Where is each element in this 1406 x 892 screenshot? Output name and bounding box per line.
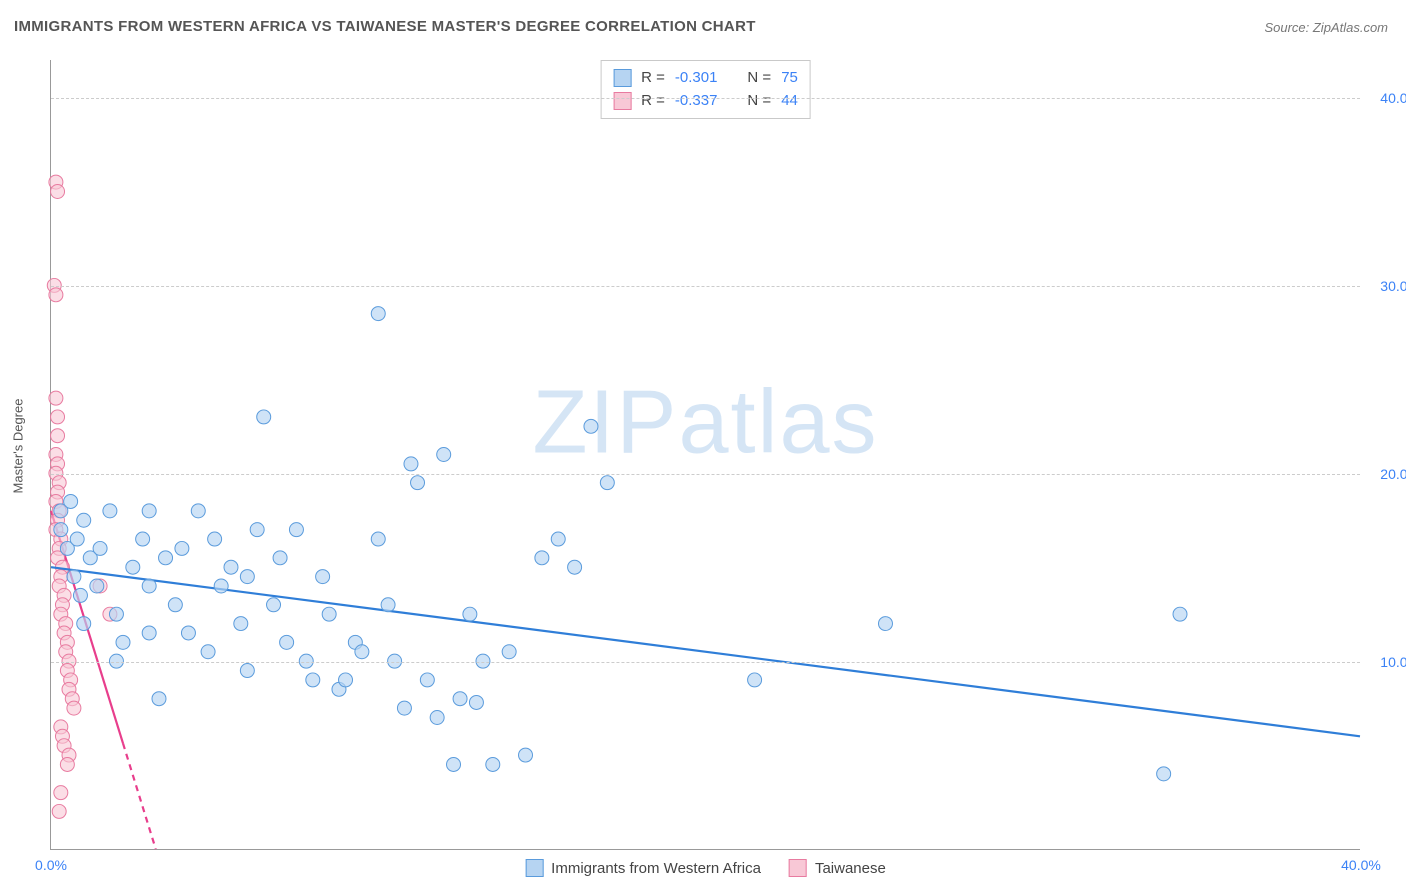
data-point bbox=[371, 532, 385, 546]
data-point bbox=[748, 673, 762, 687]
chart-title: IMMIGRANTS FROM WESTERN AFRICA VS TAIWAN… bbox=[14, 18, 756, 35]
data-point bbox=[551, 532, 565, 546]
data-point bbox=[273, 551, 287, 565]
data-point bbox=[250, 523, 264, 537]
data-point bbox=[152, 692, 166, 706]
data-point bbox=[306, 673, 320, 687]
data-point bbox=[878, 617, 892, 631]
data-point bbox=[77, 513, 91, 527]
data-point bbox=[1157, 767, 1171, 781]
data-point bbox=[191, 504, 205, 518]
data-point bbox=[404, 457, 418, 471]
y-tick-label: 30.0% bbox=[1380, 278, 1406, 294]
data-point bbox=[430, 711, 444, 725]
data-point bbox=[584, 419, 598, 433]
data-point bbox=[240, 664, 254, 678]
data-point bbox=[240, 570, 254, 584]
data-point bbox=[49, 391, 63, 405]
data-point bbox=[397, 701, 411, 715]
data-point bbox=[142, 626, 156, 640]
legend-label: Taiwanese bbox=[815, 860, 886, 877]
data-point bbox=[77, 617, 91, 631]
x-tick-label: 0.0% bbox=[35, 857, 67, 873]
data-point bbox=[453, 692, 467, 706]
data-point bbox=[93, 541, 107, 555]
data-point bbox=[49, 288, 63, 302]
data-point bbox=[411, 476, 425, 490]
y-tick-label: 10.0% bbox=[1380, 654, 1406, 670]
data-point bbox=[73, 588, 87, 602]
data-point bbox=[463, 607, 477, 621]
data-point bbox=[109, 607, 123, 621]
data-point bbox=[159, 551, 173, 565]
data-point bbox=[142, 504, 156, 518]
data-point bbox=[116, 635, 130, 649]
data-point bbox=[280, 635, 294, 649]
data-point bbox=[257, 410, 271, 424]
data-point bbox=[214, 579, 228, 593]
data-point bbox=[381, 598, 395, 612]
data-point bbox=[535, 551, 549, 565]
gridline-y bbox=[51, 98, 1360, 99]
data-point bbox=[54, 786, 68, 800]
data-point bbox=[51, 429, 65, 443]
series-legend: Immigrants from Western Africa Taiwanese bbox=[525, 859, 886, 877]
data-point bbox=[234, 617, 248, 631]
data-point bbox=[289, 523, 303, 537]
chart-container: IMMIGRANTS FROM WESTERN AFRICA VS TAIWAN… bbox=[0, 0, 1406, 892]
data-point bbox=[168, 598, 182, 612]
data-point bbox=[54, 523, 68, 537]
data-point bbox=[60, 757, 74, 771]
data-point bbox=[371, 307, 385, 321]
data-point bbox=[267, 598, 281, 612]
data-point bbox=[568, 560, 582, 574]
data-point bbox=[136, 532, 150, 546]
legend-item: Immigrants from Western Africa bbox=[525, 859, 761, 877]
data-point bbox=[201, 645, 215, 659]
data-point bbox=[1173, 607, 1187, 621]
x-tick-label: 40.0% bbox=[1341, 857, 1381, 873]
y-tick-label: 20.0% bbox=[1380, 466, 1406, 482]
data-point bbox=[51, 410, 65, 424]
data-point bbox=[322, 607, 336, 621]
data-point bbox=[447, 757, 461, 771]
gridline-y bbox=[51, 286, 1360, 287]
data-point bbox=[64, 494, 78, 508]
data-point bbox=[67, 701, 81, 715]
gridline-y bbox=[51, 662, 1360, 663]
data-point bbox=[67, 570, 81, 584]
legend-label: Immigrants from Western Africa bbox=[551, 860, 761, 877]
data-point bbox=[224, 560, 238, 574]
data-point bbox=[469, 695, 483, 709]
data-point bbox=[70, 532, 84, 546]
data-point bbox=[90, 579, 104, 593]
legend-swatch bbox=[789, 859, 807, 877]
data-point bbox=[339, 673, 353, 687]
data-point bbox=[600, 476, 614, 490]
plot-area: ZIPatlas R =-0.301N =75R =-0.337N =44 Im… bbox=[50, 60, 1360, 850]
legend-swatch bbox=[525, 859, 543, 877]
data-point bbox=[142, 579, 156, 593]
data-point bbox=[52, 804, 66, 818]
scatter-svg bbox=[51, 60, 1360, 849]
data-point bbox=[126, 560, 140, 574]
legend-item: Taiwanese bbox=[789, 859, 886, 877]
data-point bbox=[208, 532, 222, 546]
y-axis-title: Master's Degree bbox=[11, 399, 26, 494]
data-point bbox=[316, 570, 330, 584]
data-point bbox=[486, 757, 500, 771]
data-point bbox=[355, 645, 369, 659]
data-point bbox=[519, 748, 533, 762]
y-tick-label: 40.0% bbox=[1380, 90, 1406, 106]
data-point bbox=[437, 448, 451, 462]
data-point bbox=[181, 626, 195, 640]
gridline-y bbox=[51, 474, 1360, 475]
data-point bbox=[420, 673, 434, 687]
data-point bbox=[502, 645, 516, 659]
data-point bbox=[175, 541, 189, 555]
data-point bbox=[103, 504, 117, 518]
data-point bbox=[51, 185, 65, 199]
source-attribution: Source: ZipAtlas.com bbox=[1264, 20, 1388, 35]
